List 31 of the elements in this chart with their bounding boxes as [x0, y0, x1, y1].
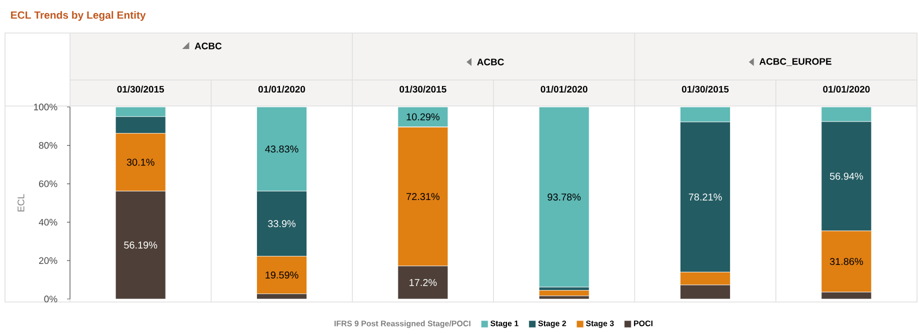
x-tick-label: 01/01/2020 [258, 86, 306, 93]
data-label: 56.94% [830, 172, 863, 180]
data-label: 10.29% [406, 113, 440, 120]
data-label: 31.86% [830, 258, 863, 266]
data-label: 30.1% [126, 158, 154, 166]
y-axis-title: ECL [18, 194, 24, 212]
bar [538, 290, 590, 296]
data-label: 56.19% [124, 242, 158, 249]
y-tick-label: 0% [44, 296, 58, 302]
y-tick-label: 80% [39, 142, 58, 149]
data-label: 78.21% [688, 194, 722, 201]
data-label: 43.83% [265, 146, 298, 153]
x-tick-label: 01/30/2015 [682, 86, 729, 93]
text: ACBC_EUROPE [759, 58, 832, 66]
data-label: 33.9% [268, 220, 296, 228]
x-tick-label: 01/01/2020 [540, 86, 588, 93]
x-tick-label: 01/30/2015 [400, 86, 446, 93]
chart-title: ECL Trends by Legal Entity [11, 11, 146, 21]
y-tick-label: 60% [39, 180, 58, 188]
y-tick-label: 20% [39, 257, 58, 264]
data-label: 72.31% [406, 193, 440, 200]
text: ACBC [477, 58, 504, 66]
y-tick-label: 100% [34, 104, 58, 110]
data-label: 93.78% [548, 194, 581, 201]
y-tick-label: 40% [38, 218, 58, 226]
text: ACBC [194, 42, 222, 50]
x-tick-label: 01/01/2020 [823, 86, 870, 93]
bar [538, 106, 590, 288]
data-label: 19.59% [266, 271, 298, 279]
data-label: 17.2% [410, 278, 437, 286]
x-tick-label: 01/30/2015 [117, 86, 164, 93]
